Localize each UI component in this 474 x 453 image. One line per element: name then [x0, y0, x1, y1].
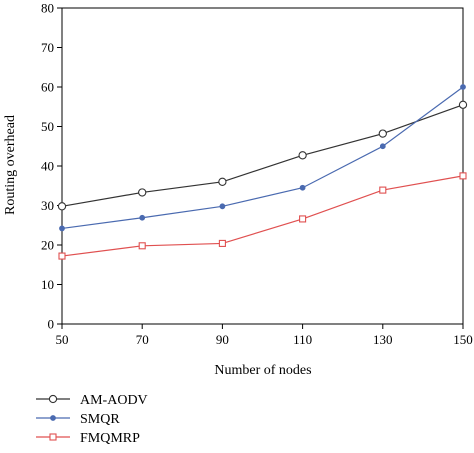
x-axis-label: Number of nodes [214, 363, 311, 378]
data-point-smqr [379, 143, 386, 150]
x-tick-label: 90 [216, 332, 229, 347]
data-point-smqr [139, 214, 146, 221]
y-tick-label: 30 [41, 198, 54, 213]
data-point-smqr [460, 84, 466, 90]
x-tick-label: 150 [453, 332, 473, 347]
series-group [57, 84, 468, 260]
series-smqr [59, 84, 466, 232]
legend-marker [48, 394, 58, 404]
data-point-fmqmrp [459, 172, 467, 180]
series-line-fmqmrp [61, 175, 464, 257]
y-tick-label: 40 [41, 159, 54, 174]
series-line-am-aodv [61, 104, 464, 207]
legend-item-fmqmrp: FMQMRP [36, 431, 140, 446]
y-tick-label: 70 [41, 40, 54, 55]
series-fmqmrp [58, 172, 467, 260]
legend-label: AM-AODV [80, 393, 148, 408]
data-point-am-aodv [458, 100, 468, 109]
data-point-am-aodv [298, 151, 307, 160]
data-point-smqr [219, 203, 226, 210]
data-point-smqr [299, 184, 306, 191]
y-tick-label: 50 [41, 119, 54, 134]
data-point-fmqmrp [58, 252, 66, 260]
legend-label: SMQR [80, 412, 120, 427]
series-line-smqr [61, 86, 464, 230]
plot-frame [61, 7, 464, 325]
data-point-fmqmrp [138, 242, 146, 250]
data-point-am-aodv [138, 188, 147, 197]
x-tick-label: 130 [373, 332, 393, 347]
series-am-aodv [57, 100, 468, 211]
data-point-fmqmrp [299, 215, 307, 223]
data-point-fmqmrp [218, 239, 226, 247]
legend: AM-AODV SMQR FMQMRP [36, 393, 148, 446]
axes-group: 0 10 20 30 40 50 60 70 80 50 70 90 110 130 150 [41, 1, 473, 348]
y-tick-label: 60 [41, 80, 54, 95]
y-tick-label: 80 [41, 1, 54, 16]
x-tick-label: 110 [293, 332, 312, 347]
legend-marker [49, 433, 57, 441]
legend-item-smqr: SMQR [36, 412, 120, 427]
y-tick-label: 10 [41, 277, 54, 292]
data-point-fmqmrp [379, 186, 387, 194]
data-point-am-aodv [57, 202, 67, 211]
data-point-am-aodv [218, 177, 227, 186]
data-point-am-aodv [378, 129, 387, 138]
y-axis-label: Routing overhead [3, 115, 18, 215]
x-tick-label: 70 [136, 332, 149, 347]
y-tick-label: 0 [48, 317, 55, 332]
y-tick-label: 20 [41, 238, 54, 253]
x-tick-label: 50 [56, 332, 69, 347]
legend-label: FMQMRP [80, 431, 140, 446]
legend-item-am-aodv: AM-AODV [36, 393, 148, 408]
legend-marker [50, 415, 56, 421]
data-point-smqr [59, 225, 65, 232]
